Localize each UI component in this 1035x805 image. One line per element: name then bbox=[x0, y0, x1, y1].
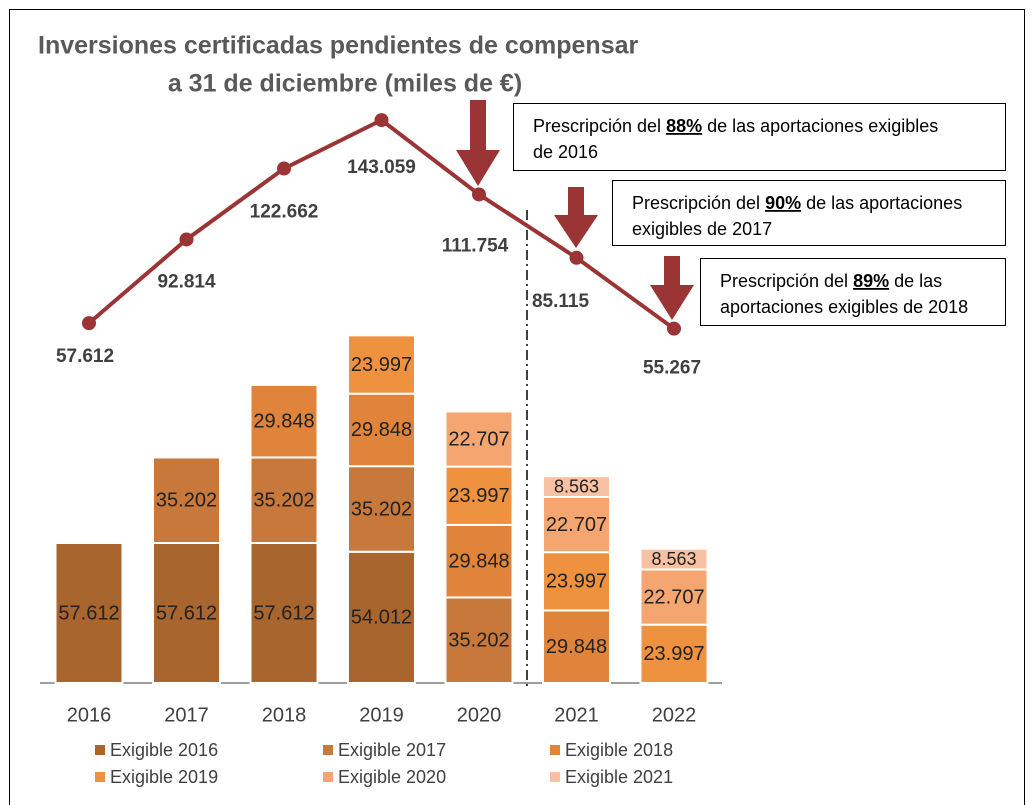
annotation-text: Prescripción del 88% de las aportaciones e… bbox=[533, 116, 938, 136]
legend-swatch bbox=[323, 745, 333, 755]
line-point bbox=[374, 113, 389, 128]
line-point bbox=[472, 187, 486, 202]
annotation-part: de las aportaciones bbox=[806, 193, 962, 213]
x-tick-label: 2020 bbox=[457, 704, 502, 726]
bar-segment bbox=[542, 551, 611, 612]
legend-swatch bbox=[323, 772, 333, 782]
bar-segment bbox=[54, 542, 124, 685]
line-point bbox=[179, 232, 194, 247]
bar-segment bbox=[639, 547, 709, 571]
line-value-label: 57.612 bbox=[56, 346, 114, 367]
legend-label: Exigible 2017 bbox=[338, 740, 446, 760]
bar-segment bbox=[347, 334, 416, 395]
x-tick-label: 2017 bbox=[164, 704, 209, 726]
bar-segment bbox=[347, 550, 416, 685]
bar-segment bbox=[444, 523, 514, 599]
x-tick-label: 2019 bbox=[359, 704, 404, 726]
bar-value-label: 35.202 bbox=[351, 498, 412, 520]
bar-value-label: 29.848 bbox=[351, 419, 412, 441]
legend-label: Exigible 2018 bbox=[565, 740, 673, 760]
bar-segment bbox=[152, 456, 221, 545]
bar-segment bbox=[347, 465, 416, 553]
annotation-highlight: 89% bbox=[853, 271, 889, 291]
bar-segment bbox=[444, 596, 514, 685]
annotations: Prescripción del 88% de las aportaciones e… bbox=[513, 103, 1006, 326]
x-tick-label: 2016 bbox=[67, 704, 112, 726]
legend-label: Exigible 2019 bbox=[110, 767, 218, 787]
bar-value-label: 35.202 bbox=[448, 630, 509, 652]
bar-value-label: 35.202 bbox=[253, 490, 314, 512]
annotation-text: Prescripción del 90% de las aportaciones bbox=[632, 193, 962, 213]
annotation-box bbox=[513, 103, 1006, 171]
bar-value-label: 8.563 bbox=[554, 476, 599, 496]
bar-segment bbox=[249, 383, 319, 459]
bar-segment bbox=[639, 623, 709, 685]
annotation-part: de las aportaciones exigibles bbox=[707, 116, 938, 136]
annotation-part: Prescripción del bbox=[720, 271, 848, 291]
line-value-label: 143.059 bbox=[347, 157, 416, 178]
arrow bbox=[650, 256, 694, 320]
bar-value-label: 54.012 bbox=[351, 607, 412, 629]
bar-value-label: 23.997 bbox=[546, 571, 607, 593]
annotation-part: Prescripción del bbox=[632, 193, 760, 213]
annotation-box bbox=[700, 258, 1006, 326]
bar-segment bbox=[249, 456, 319, 545]
bar-segment bbox=[444, 410, 514, 468]
chart-title: a 31 de diciembre (miles de €) bbox=[168, 70, 522, 98]
bar-value-label: 22.707 bbox=[448, 428, 509, 450]
bar-segment bbox=[542, 475, 611, 498]
line-point bbox=[277, 161, 291, 176]
x-tick-label: 2018 bbox=[262, 704, 307, 726]
legend-label: Exigible 2020 bbox=[338, 767, 446, 787]
arrow bbox=[456, 100, 500, 186]
bar-value-label: 8.563 bbox=[651, 549, 696, 569]
line-value-label: 92.814 bbox=[157, 271, 216, 292]
bar-value-label: 29.848 bbox=[253, 410, 314, 432]
x-tick-label: 2021 bbox=[554, 704, 599, 726]
annotation-text: Prescripción del 89% de las bbox=[720, 271, 942, 291]
line-value-label: 55.267 bbox=[643, 358, 701, 379]
annotation-text: exigibles de 2017 bbox=[632, 219, 772, 239]
bar-value-label: 57.612 bbox=[253, 602, 314, 624]
bar-value-label: 22.707 bbox=[643, 586, 704, 608]
frame bbox=[9, 9, 1025, 805]
arrows bbox=[456, 100, 694, 320]
bar-value-label: 29.848 bbox=[448, 550, 509, 572]
line-value-label: 111.754 bbox=[442, 235, 509, 256]
legend-swatch bbox=[550, 745, 560, 755]
annotation-box bbox=[612, 180, 1006, 246]
line-point bbox=[82, 316, 96, 331]
annotation-highlight: 90% bbox=[765, 193, 801, 213]
annotation-highlight: 88% bbox=[666, 116, 702, 136]
arrow bbox=[554, 187, 598, 248]
bar-value-label: 57.612 bbox=[58, 602, 119, 624]
legend-swatch bbox=[95, 772, 105, 782]
line-point bbox=[667, 321, 681, 336]
bar-value-label: 57.612 bbox=[156, 602, 217, 624]
legend-swatch bbox=[95, 745, 105, 755]
line-value-label: 122.662 bbox=[250, 202, 319, 223]
annotation-part: Prescripción del bbox=[533, 116, 661, 136]
legend-swatch bbox=[550, 772, 560, 782]
bar-value-label: 23.997 bbox=[643, 643, 704, 665]
bar-segment bbox=[249, 542, 319, 685]
x-tick-label: 2022 bbox=[652, 704, 697, 726]
bar-value-label: 29.848 bbox=[546, 636, 607, 658]
bar-segment bbox=[347, 392, 416, 468]
legend-label: Exigible 2016 bbox=[110, 740, 218, 760]
annotation-text: de 2016 bbox=[533, 142, 598, 162]
annotation-text: aportaciones exigibles de 2018 bbox=[720, 297, 968, 317]
legend-label: Exigible 2021 bbox=[565, 767, 673, 787]
bar-value-label: 23.997 bbox=[448, 485, 509, 507]
annotation-part: de las bbox=[894, 271, 942, 291]
bar-value-label: 35.202 bbox=[156, 490, 217, 512]
bar-value-label: 23.997 bbox=[351, 354, 412, 376]
line-value-label: 85.115 bbox=[532, 291, 589, 312]
line-point bbox=[569, 250, 584, 265]
bar-value-label: 22.707 bbox=[546, 514, 607, 536]
chart-title: Inversiones certificadas pendientes de c… bbox=[38, 32, 639, 60]
